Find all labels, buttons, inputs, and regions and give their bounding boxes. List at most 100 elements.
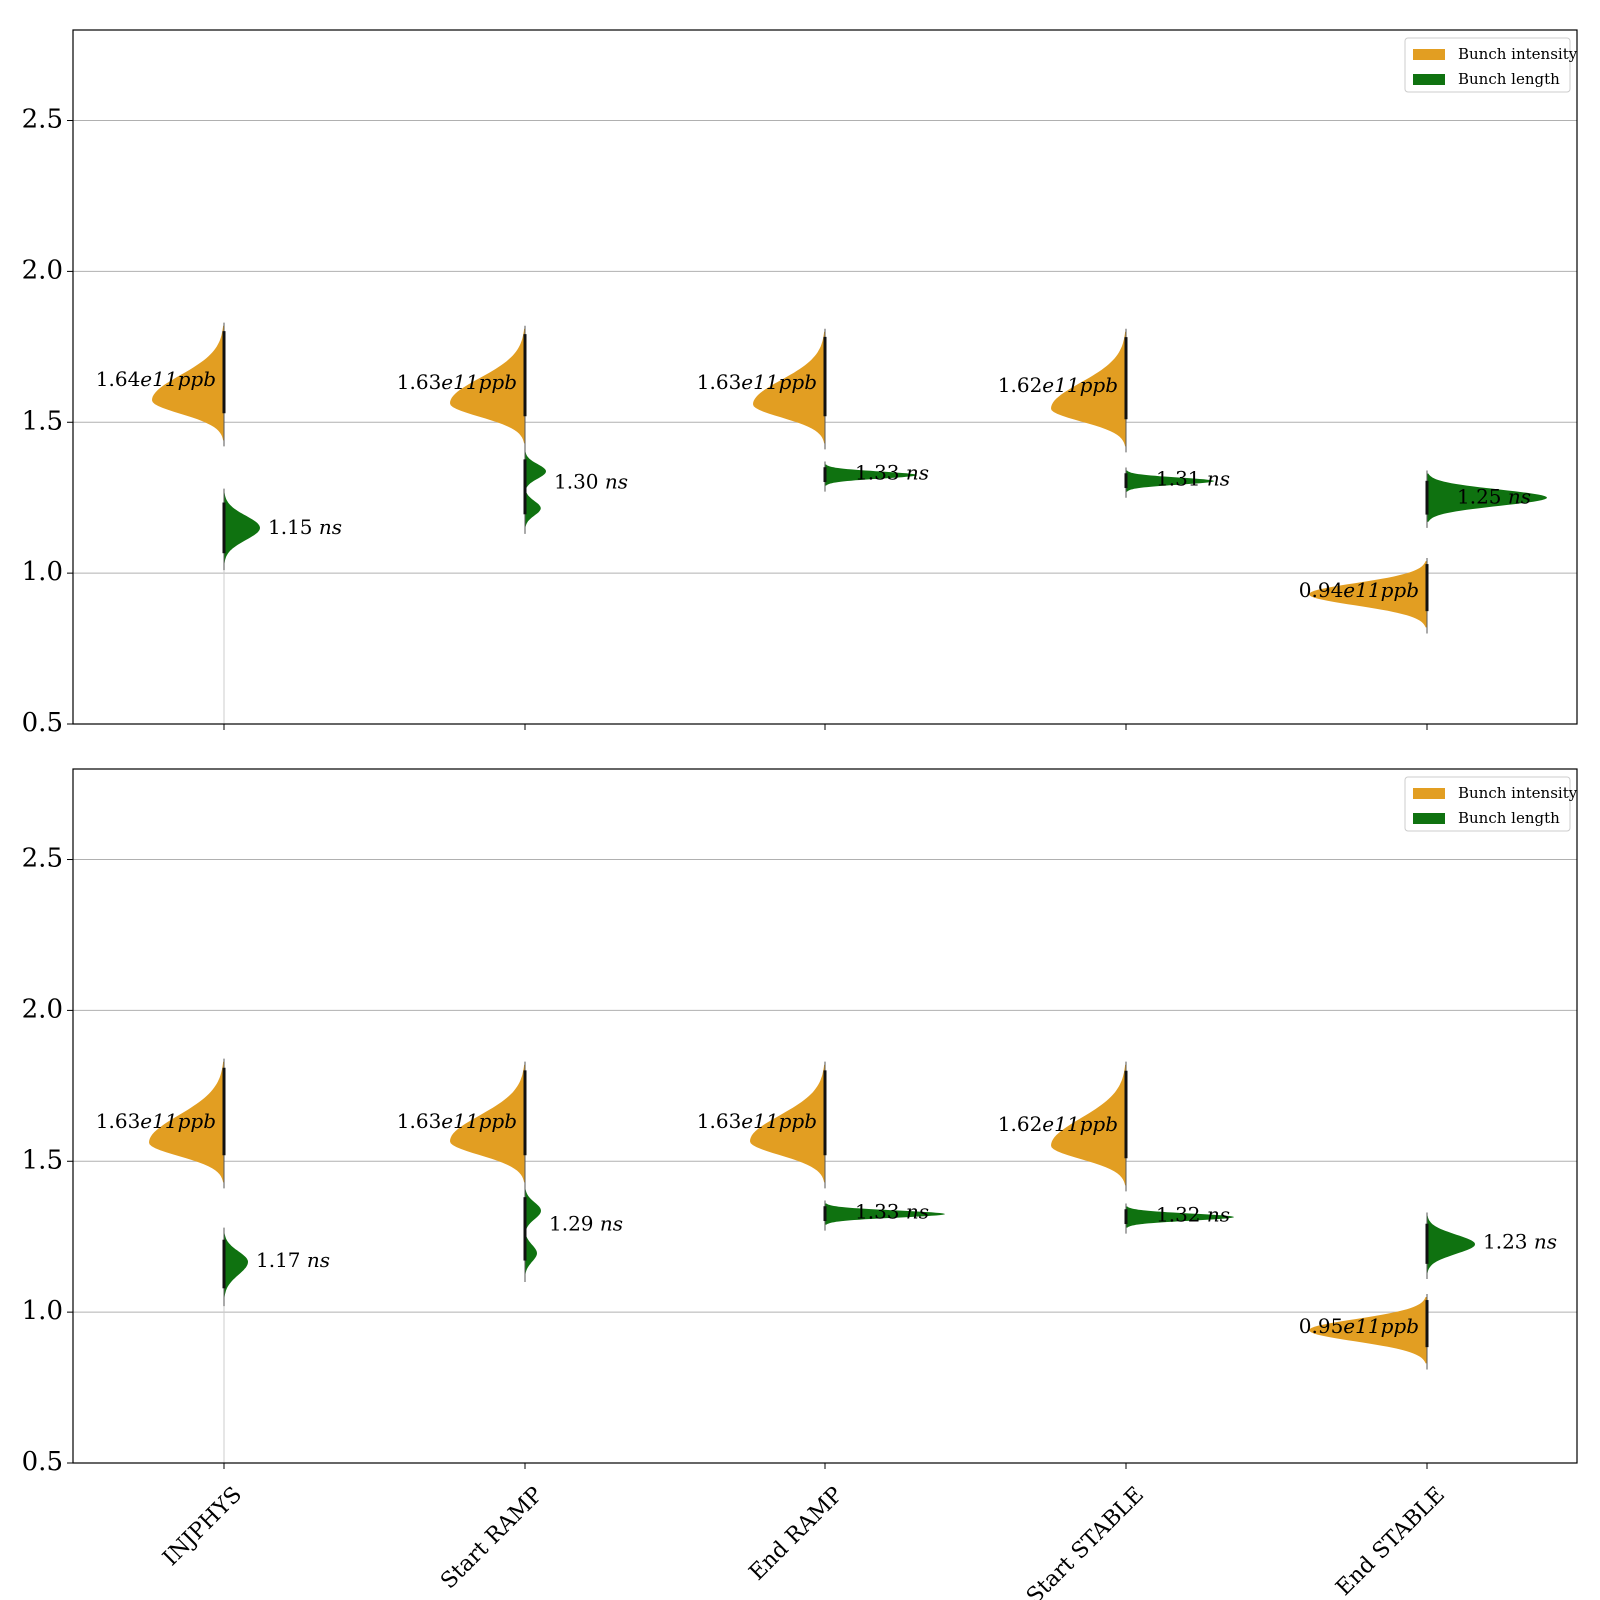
legend-swatch — [1413, 788, 1445, 799]
legend-swatch — [1413, 813, 1445, 824]
annotation-bunch-intensity: 1.63e11ppb — [397, 1109, 517, 1133]
legend-label: Bunch intensity — [1458, 784, 1578, 802]
y-tick-label: 2.5 — [22, 844, 63, 874]
y-tick-label: 2.0 — [22, 994, 63, 1024]
violin-bunch-intensity — [1309, 1297, 1427, 1364]
annotation-unit: e11ppb — [441, 370, 517, 394]
annotation-value: 1.63 — [697, 1109, 742, 1133]
violin-bunch-intensity — [1051, 1064, 1126, 1186]
annotation-unit: ns — [301, 1247, 331, 1271]
annotation-value: 1.63 — [96, 1109, 141, 1133]
annotation-unit: ns — [599, 469, 629, 493]
annotation-bunch-length: 1.17 ns — [256, 1247, 330, 1271]
annotation-value: 1.33 — [855, 460, 900, 484]
annotation-bunch-intensity: 0.94e11ppb — [1299, 578, 1419, 602]
annotation-unit: ns — [900, 1199, 930, 1223]
violin-bunch-length — [1427, 473, 1547, 522]
annotation-value: 0.95 — [1299, 1314, 1344, 1338]
annotation-value: 1.29 — [549, 1211, 594, 1235]
annotation-unit: e11ppb — [1042, 1112, 1118, 1136]
y-tick-label: 0.5 — [22, 708, 63, 738]
violin-bunch-intensity — [450, 328, 525, 444]
x-category-label: INJPHYS — [158, 1482, 247, 1571]
annotation-unit: e11ppb — [140, 1109, 216, 1133]
annotation-value: 1.23 — [1483, 1229, 1528, 1253]
y-tick-label: 2.5 — [22, 105, 63, 135]
x-category-label: Start STABLE — [1022, 1482, 1149, 1600]
legend-label: Bunch length — [1458, 809, 1560, 827]
annotation-value: 1.62 — [998, 1112, 1043, 1136]
annotation-value: 1.32 — [1156, 1202, 1201, 1226]
violin-bunch-intensity — [152, 325, 224, 441]
annotation-unit: e11ppb — [741, 1109, 817, 1133]
annotation-unit: ns — [1201, 1202, 1231, 1226]
violin-bunch-length — [1126, 1206, 1234, 1228]
violin-bunch-intensity — [1051, 331, 1126, 447]
y-tick-label: 0.5 — [22, 1447, 63, 1477]
annotation-unit: e11ppb — [1343, 578, 1419, 602]
legend — [1404, 776, 1571, 832]
violin-bunch-intensity — [1309, 561, 1427, 628]
legend-label: Bunch intensity — [1458, 45, 1578, 63]
violin-bunch-length — [1427, 1215, 1475, 1273]
axes-frame — [72, 29, 1578, 725]
annotation-value: 1.17 — [256, 1247, 301, 1271]
annotation-bunch-length: 1.29 ns — [549, 1211, 623, 1235]
annotation-bunch-length: 1.23 ns — [1483, 1229, 1557, 1253]
annotation-unit: e11ppb — [441, 1109, 517, 1133]
y-tick-label: 1.5 — [22, 406, 63, 436]
violin-bunch-length — [825, 464, 917, 486]
annotation-bunch-length: 1.25 ns — [1457, 484, 1531, 508]
annotation-value: 0.94 — [1299, 578, 1344, 602]
chart-panel-1: 0.5 1.0 1.5 2.0 2.5 Bunch intensity Bunch leng… — [22, 29, 1578, 738]
violin-bunch-intensity — [750, 1064, 825, 1183]
y-tick-label: 1.0 — [22, 1296, 63, 1326]
annotation-value: 1.30 — [554, 469, 599, 493]
violin-bunch-length — [525, 1185, 541, 1276]
annotation-value: 1.63 — [697, 370, 742, 394]
violin-bunch-length — [525, 449, 546, 528]
annotation-value: 1.63 — [397, 370, 442, 394]
legend-swatch — [1413, 49, 1445, 60]
chart-panel-2: 0.5 1.0 1.5 2.0 2.5 Bunch intensity Bunch leng… — [22, 768, 1578, 1477]
y-tick-label: 1.0 — [22, 557, 63, 587]
annotation-unit: ns — [594, 1211, 624, 1235]
annotation-bunch-length: 1.30 ns — [554, 469, 628, 493]
violin-bunch-intensity — [450, 1064, 525, 1183]
annotation-bunch-length: 1.33 ns — [855, 460, 929, 484]
annotation-bunch-length: 1.32 ns — [1156, 1202, 1230, 1226]
x-category-label: End RAMP — [745, 1482, 848, 1585]
annotation-bunch-intensity: 1.62e11ppb — [998, 1112, 1118, 1136]
annotation-bunch-intensity: 1.63e11ppb — [697, 370, 817, 394]
annotation-bunch-length: 1.31 ns — [1156, 466, 1230, 490]
annotation-bunch-intensity: 1.62e11ppb — [998, 373, 1118, 397]
legend-label: Bunch length — [1458, 70, 1560, 88]
annotation-bunch-intensity: 1.63e11ppb — [96, 1109, 216, 1133]
annotation-bunch-intensity: 1.63e11ppb — [697, 1109, 817, 1133]
annotation-unit: ns — [313, 514, 343, 538]
violin-bunch-intensity — [753, 331, 825, 444]
annotation-value: 1.15 — [268, 514, 313, 538]
violin-bunch-length — [224, 1230, 248, 1301]
y-tick-label: 2.0 — [22, 255, 63, 285]
annotation-value: 1.31 — [1156, 466, 1201, 490]
axes-frame — [72, 768, 1578, 1464]
annotation-value: 1.33 — [855, 1199, 900, 1223]
violin-bunch-length — [1126, 470, 1214, 492]
annotation-bunch-length: 1.33 ns — [855, 1199, 929, 1223]
violin-bunch-length — [825, 1203, 945, 1225]
annotation-value: 1.63 — [397, 1109, 442, 1133]
annotation-bunch-intensity: 1.64e11ppb — [96, 367, 216, 391]
annotation-unit: e11ppb — [1042, 373, 1118, 397]
legend — [1404, 37, 1571, 93]
annotation-unit: ns — [900, 460, 930, 484]
annotation-unit: ns — [1502, 484, 1532, 508]
annotation-value: 1.25 — [1457, 484, 1502, 508]
annotation-bunch-intensity: 0.95e11ppb — [1299, 1314, 1419, 1338]
annotation-value: 1.62 — [998, 373, 1043, 397]
annotation-value: 1.64 — [96, 367, 141, 391]
annotation-unit: e11ppb — [140, 367, 216, 391]
annotation-unit: e11ppb — [1343, 1314, 1419, 1338]
violin-bunch-intensity — [149, 1061, 224, 1183]
